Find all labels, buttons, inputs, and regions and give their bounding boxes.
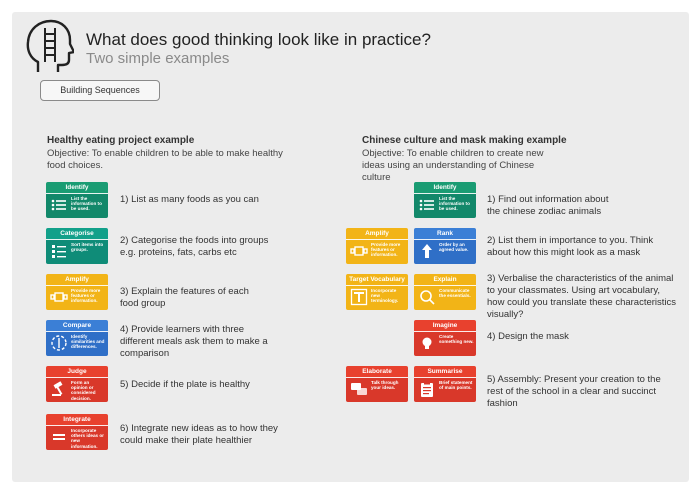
- card-label: Rank: [414, 228, 476, 239]
- clipboard-icon: [421, 381, 433, 397]
- right-step-1: 1) Find out information about the chines…: [487, 194, 609, 217]
- card-description: Communicate the essentials.: [439, 288, 471, 299]
- card-description: Incorporate others ideas or new informat…: [71, 428, 104, 449]
- amplify-icon: [50, 292, 68, 302]
- left-objective: Objective: To enable children to be able…: [47, 148, 283, 171]
- right-step-4: 4) Design the mask: [487, 331, 569, 342]
- card-description: Provide more features or information.: [71, 288, 101, 304]
- card-label: Amplify: [46, 274, 108, 285]
- left-step-3: 3) Explain the features of each food gro…: [120, 286, 249, 309]
- left-step-5: 5) Decide if the plate is healthy: [120, 379, 250, 390]
- card-summarise[interactable]: Summarise Brief statement of main points…: [414, 366, 476, 402]
- left-step-1: 1) List as many foods as you can: [120, 194, 259, 205]
- card-elaborate[interactable]: Elaborate Talk through your ideas.: [346, 366, 408, 402]
- card-description: Provide more features or information.: [371, 242, 401, 258]
- right-step-5: 5) Assembly: Present your creation to th…: [487, 374, 661, 409]
- card-compare[interactable]: Compare Identify similarities and differ…: [46, 320, 108, 356]
- building-sequences-button[interactable]: Building Sequences: [40, 80, 160, 101]
- integrate-icon: [53, 434, 65, 440]
- right-objective: Objective: To enable children to create …: [362, 148, 544, 183]
- card-label: Explain: [414, 274, 476, 285]
- left-step-6: 6) Integrate new ideas as to how they co…: [120, 423, 278, 446]
- card-identify[interactable]: Identify List the information to be used…: [46, 182, 108, 218]
- right-step-2: 2) List them in importance to you. Think…: [487, 235, 654, 258]
- left-step-4: 4) Provide learners with three different…: [120, 324, 268, 359]
- card-label: Summarise: [414, 366, 476, 377]
- right-step-3: 3) Verbalise the characteristics of the …: [487, 273, 677, 320]
- card-label: Target Vocabulary: [346, 274, 408, 285]
- card-explain[interactable]: Explain Communicate the essentials.: [414, 274, 476, 310]
- card-label: Imagine: [414, 320, 476, 331]
- rank-icon: [422, 244, 432, 258]
- card-imagine[interactable]: Imagine Create something new.: [414, 320, 476, 356]
- magnify-icon: [420, 290, 435, 305]
- card-integrate[interactable]: Integrate Incorporate others ideas or ne…: [46, 414, 108, 450]
- compare-icon: [51, 335, 67, 351]
- card-label: Identify: [46, 182, 108, 193]
- card-label: Elaborate: [346, 366, 408, 377]
- left-step-2: 2) Categorise the foods into groups e.g.…: [120, 235, 269, 258]
- card-categorise[interactable]: Categorise Sort items into groups.: [46, 228, 108, 264]
- left-section-title: Healthy eating project example: [47, 135, 195, 146]
- card-label: Categorise: [46, 228, 108, 239]
- card-target-vocabulary[interactable]: Target Vocabulary Incorporate new termin…: [346, 274, 408, 310]
- card-label: Identify: [414, 182, 476, 193]
- text-icon: [350, 288, 368, 306]
- page-subtitle: Two simple examples: [86, 50, 230, 67]
- card-judge[interactable]: Judge Form an opinion or considered deci…: [46, 366, 108, 402]
- sort-list-icon: [52, 245, 66, 258]
- head-ladder-icon: [26, 19, 74, 72]
- card-label: Integrate: [46, 414, 108, 425]
- card-label: Compare: [46, 320, 108, 331]
- card-description: List the information to be used.: [71, 196, 102, 212]
- list-icon: [419, 199, 434, 211]
- page-title: What does good thinking look like in pra…: [86, 30, 431, 49]
- card-amplify[interactable]: Amplify Provide more features or informa…: [346, 228, 408, 264]
- card-description: Sort items into groups.: [71, 242, 104, 253]
- card-description: Create something new.: [439, 334, 474, 345]
- card-description: Talk through your ideas.: [371, 380, 399, 391]
- card-amplify[interactable]: Amplify Provide more features or informa…: [46, 274, 108, 310]
- amplify-icon: [350, 246, 368, 256]
- right-section-title: Chinese culture and mask making example: [362, 135, 567, 146]
- gavel-icon: [52, 381, 63, 396]
- card-identify[interactable]: Identify List the information to be used…: [414, 182, 476, 218]
- lightbulb-icon: [422, 337, 432, 349]
- card-rank[interactable]: Rank Order by an agreed value.: [414, 228, 476, 264]
- card-description: List the information to be used.: [439, 196, 470, 212]
- card-label: Judge: [46, 366, 108, 377]
- card-label: Amplify: [346, 228, 408, 239]
- list-icon: [51, 199, 66, 211]
- card-description: Order by an agreed value.: [439, 242, 469, 253]
- card-description: Form an opinion or considered decision.: [71, 380, 96, 401]
- card-description: Identify similarities and differences.: [71, 334, 105, 350]
- card-description: Brief statement of main points.: [439, 380, 473, 391]
- speech-icon: [351, 383, 367, 395]
- card-description: Incorporate new terminology.: [371, 288, 399, 304]
